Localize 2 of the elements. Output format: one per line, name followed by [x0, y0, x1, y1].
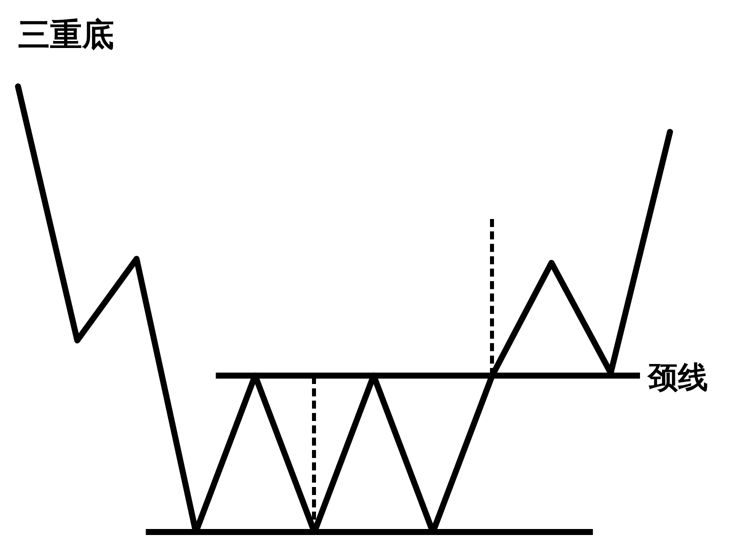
ref-line-label: 颈线: [646, 360, 708, 396]
chart-title: 三重底: [18, 16, 114, 54]
